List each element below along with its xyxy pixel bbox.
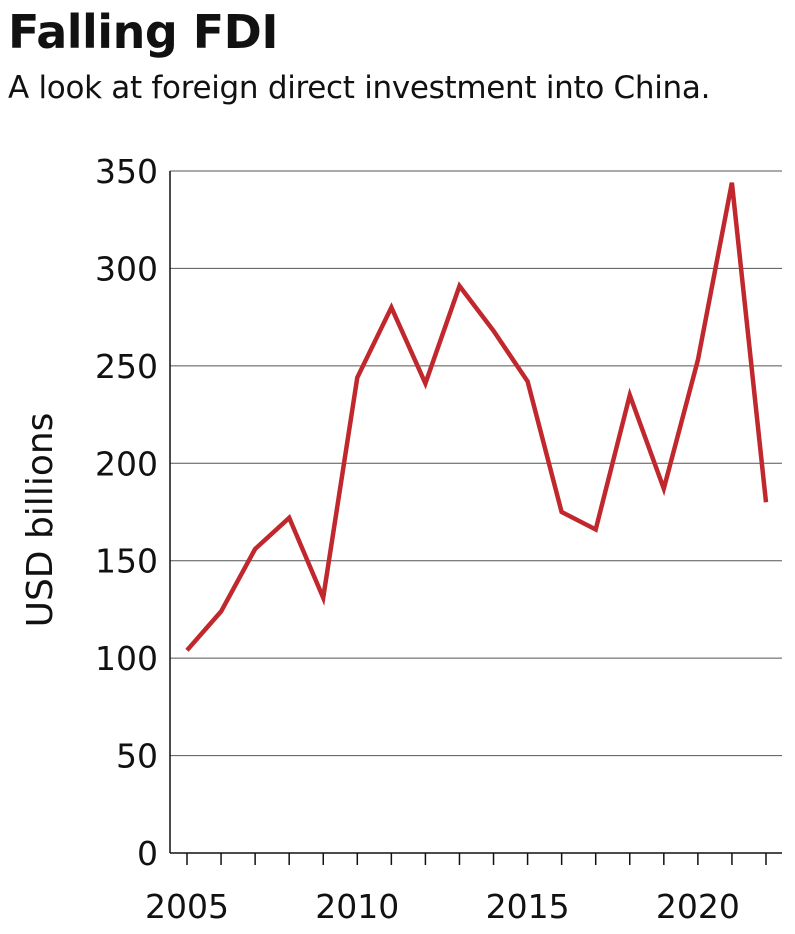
gridlines	[169, 170, 782, 853]
x-tick-label-2010: 2010	[315, 887, 399, 926]
y-tick-label-0: 0	[137, 834, 158, 873]
y-tick-label-300: 300	[95, 249, 158, 288]
y-tick-label-100: 100	[95, 639, 158, 678]
y-tick-label-350: 350	[95, 152, 158, 191]
x-axis-tick-labels: 2005 2010 2015 2020	[145, 887, 740, 926]
y-tick-label-200: 200	[95, 444, 158, 483]
chart-title: Falling FDI	[8, 5, 278, 59]
y-tick-label-250: 250	[95, 347, 158, 386]
x-axis	[170, 852, 782, 865]
x-tick-label-2020: 2020	[656, 887, 740, 926]
x-tick-label-2005: 2005	[145, 887, 229, 926]
x-tick-label-2015: 2015	[486, 887, 570, 926]
chart-subtitle: A look at foreign direct investment into…	[8, 70, 711, 106]
y-axis-label: USD billions	[20, 413, 61, 628]
y-axis-tick-labels: 0 50 100 150 200 250 300 350	[95, 152, 158, 873]
y-tick-label-150: 150	[95, 542, 158, 581]
y-tick-label-50: 50	[116, 737, 158, 776]
series-group	[185, 182, 769, 652]
series-line-0	[185, 182, 769, 652]
